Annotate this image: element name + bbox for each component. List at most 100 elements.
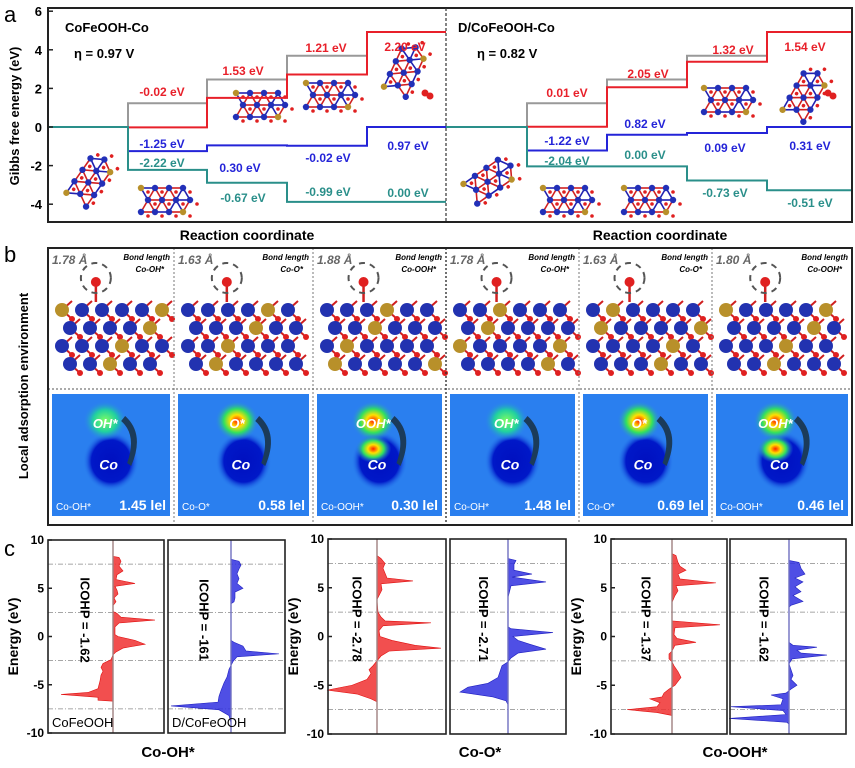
step-label-blue: -1.25 eV xyxy=(139,137,184,151)
icohp-value: ICOHP = -2.78 xyxy=(350,576,365,661)
y-tick-label: 10 xyxy=(311,532,325,546)
charge-density-map: OOH* Co Co-OOH* 0.30 lel xyxy=(317,394,442,516)
dashed-highlight-circle xyxy=(613,262,646,294)
y-tick-label: -10 xyxy=(27,726,45,740)
step-label-red: 1.21 eV xyxy=(305,41,346,55)
atomic-structure-icon xyxy=(380,40,432,101)
panel-label-a: a xyxy=(4,2,17,27)
icohp-value: ICOHP = -1.62 xyxy=(757,576,772,661)
step-label-teal: -0.67 eV xyxy=(220,191,265,205)
charge-transfer-value: 0.58 lel xyxy=(258,497,305,513)
y-tick-label: 10 xyxy=(31,533,45,547)
adsorbate-label: OH* xyxy=(494,416,520,431)
charge-transfer-arrow-icon xyxy=(523,416,540,466)
charge-density-map: OOH* Co Co-OOH* 0.46 lel xyxy=(716,394,848,516)
plot-frame xyxy=(729,538,847,735)
charge-density-map: OH* Co Co-OH* 1.48 lel xyxy=(450,394,575,516)
dashed-highlight-circle xyxy=(749,262,782,294)
step-label-teal: -0.73 eV xyxy=(702,186,747,200)
step-label-blue: 0.97 eV xyxy=(387,139,428,153)
bond-length-title: Bond length xyxy=(123,253,170,262)
metal-label: Co xyxy=(368,457,387,473)
bond-species: Co-OOH* xyxy=(807,265,843,274)
o2-molecule-icon xyxy=(829,92,837,100)
panel-a-frame xyxy=(47,7,853,223)
cohp-plot: ICOHP = -2.78 xyxy=(326,538,447,735)
charge-transfer-arrow-icon xyxy=(255,416,271,466)
charge-transfer-value: 1.48 lel xyxy=(524,497,571,513)
overpotential-right: η = 0.82 V xyxy=(477,46,538,61)
step-label-teal: -0.99 eV xyxy=(305,185,350,199)
charge-transfer-arrow-icon xyxy=(656,416,673,466)
dashed-highlight-circle xyxy=(210,262,243,294)
adsorption-cell: 1.78 Å Bond length Co-OH* OH* Co Co-OH* 1.45 l… xyxy=(52,253,175,516)
y-tick-label: -2 xyxy=(30,159,42,174)
cohp-plot: ICOHP = -1.62 CoFeOOH xyxy=(47,539,165,734)
cohp-curve-blue xyxy=(459,558,554,705)
slab-structure-icon xyxy=(453,277,581,376)
cohp-group: 10 5 0 -5 -10 Energy (eV) Co-OH* ICOHP = -1.62 C… xyxy=(5,533,286,761)
atomic-structure-icon xyxy=(63,153,120,210)
charge-transfer-value: 0.46 lel xyxy=(797,497,844,513)
y-axis-label: Energy (eV) xyxy=(285,598,301,676)
bond-length-value: 1.88 Å xyxy=(317,253,352,267)
bond-length-value: 1.78 Å xyxy=(52,253,87,267)
group-title: Co-OH* xyxy=(141,744,194,761)
y-tick-label: 5 xyxy=(317,581,324,595)
energy-line-blue xyxy=(48,126,446,153)
step-label-red: 1.53 eV xyxy=(222,64,263,78)
bond-type-label: Co-OH* xyxy=(454,502,489,513)
plot-frame xyxy=(449,538,567,735)
plot-frame xyxy=(47,539,165,734)
y-tick-label: 10 xyxy=(594,532,608,546)
bond-species: Co-O* xyxy=(679,265,703,274)
adsorbate-oxygen-icon xyxy=(221,277,232,287)
panel-label-c: c xyxy=(4,536,15,561)
overpotential-left: η = 0.97 V xyxy=(74,46,135,61)
adsorption-cell: 1.63 Å Bond length Co-O* O* Co Co-O* 0.58 lel xyxy=(173,248,309,525)
icohp-value: ICOHP = -2.71 xyxy=(476,576,491,661)
bond-length-title: Bond length xyxy=(661,253,708,262)
metal-label: Co xyxy=(770,457,789,473)
bond-length-title: Bond length xyxy=(528,253,575,262)
step-label-blue: 0.30 eV xyxy=(219,161,260,175)
step-label-blue: -0.02 eV xyxy=(305,151,350,165)
adsorbate-label: O* xyxy=(632,416,648,431)
atomic-structure-icon xyxy=(539,184,601,218)
step-label-red: 2.05 eV xyxy=(627,67,668,81)
adsorption-cell: 1.80 Å Bond length Co-OOH* OOH* Co Co-OOH* 0.4… xyxy=(711,248,848,525)
step-label-red: 2.20 eV xyxy=(384,40,425,54)
cohp-curve-red xyxy=(626,553,721,716)
group-title: Co-O* xyxy=(459,744,502,761)
y-tick-label: 5 xyxy=(37,581,44,595)
plot-frame xyxy=(327,538,447,735)
chart-title-left: CoFeOOH-Co xyxy=(65,20,149,35)
material-name: CoFeOOH xyxy=(52,715,113,730)
y-tick-label: 6 xyxy=(35,4,42,19)
chart-title-right: D/CoFeOOH-Co xyxy=(458,20,555,35)
slab-structure-icon xyxy=(719,277,847,376)
adsorbate-oxygen-icon xyxy=(760,277,771,287)
cohp-group: 10 5 0 -5 -10 Energy (eV) Co-OOH* ICOHP = -1.37… xyxy=(568,532,847,761)
y-axis-label: Energy (eV) xyxy=(5,598,21,676)
group-title: Co-OOH* xyxy=(703,744,768,761)
energy-line-teal xyxy=(446,126,852,192)
atomic-structure-icon xyxy=(302,79,364,113)
x-axis-label-right: Reaction coordinate xyxy=(593,227,728,243)
y-tick-label: -10 xyxy=(307,727,325,741)
panel-b-y-label: Local adsorption environment xyxy=(16,292,31,479)
step-label-blue: 0.09 eV xyxy=(704,141,745,155)
y-axis-ticks: 6 4 2 0 -2 -4 xyxy=(30,4,53,212)
metal-label: Co xyxy=(501,457,520,473)
bond-type-label: Co-OOH* xyxy=(720,502,763,513)
y-tick-label: 0 xyxy=(317,630,324,644)
adsorption-cell: 1.63 Å Bond length Co-O* O* Co Co-O* 0.69 lel xyxy=(578,248,714,525)
y-tick-label: -5 xyxy=(313,678,324,692)
plot-frame xyxy=(610,538,728,735)
bond-length-value: 1.63 Å xyxy=(583,253,618,267)
adsorbate-oxygen-icon xyxy=(358,277,369,287)
y-tick-label: 0 xyxy=(600,630,607,644)
bond-species: Co-O* xyxy=(280,265,304,274)
adsorbate-label: OH* xyxy=(93,416,119,431)
y-tick-label: 5 xyxy=(600,581,607,595)
